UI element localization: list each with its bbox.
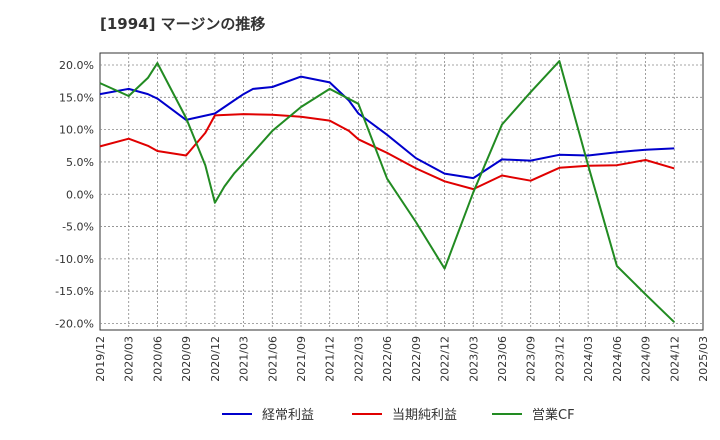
x-tick-label: 2020/12 [209,336,222,382]
x-tick-label: 2023/12 [553,336,566,382]
legend-label: 経常利益 [262,408,314,423]
x-tick-label: 2020/09 [180,336,193,382]
x-tick-label: 2024/12 [668,336,681,382]
y-tick-label: -15.0% [55,285,94,298]
series-layer [99,60,675,323]
chart-title: [1994] マージンの推移 [100,15,266,33]
y-tick-label: 5.0% [66,156,94,169]
x-tick-label: 2021/09 [295,336,308,382]
y-tick-label: 10.0% [59,124,94,137]
x-tick-label: 2024/06 [611,336,624,382]
x-tick-label: 2020/06 [151,336,164,382]
legend-label: 当期純利益 [392,408,457,423]
y-tick-label: 15.0% [59,91,94,104]
x-tick-label: 2025/03 [697,336,710,382]
y-tick-label: 0.0% [66,188,94,201]
x-tick-label: 2023/06 [496,336,509,382]
x-tick-label: 2023/03 [467,336,480,382]
legend: 経常利益 当期純利益 営業CF [222,407,575,423]
x-tick-label: 2021/03 [238,336,251,382]
series-line-2 [99,113,675,191]
grid-layer [99,52,704,331]
x-tick-label: 2021/12 [324,336,337,382]
x-tick-label: 2024/09 [640,336,653,382]
x-tick-label: 2019/12 [94,336,107,382]
x-tick-label: 2022/06 [381,336,394,382]
y-tick-label: 20.0% [59,59,94,72]
y-tick-label: -10.0% [55,253,94,266]
y-tick-label: -5.0% [62,221,94,234]
x-tick-label: 2022/03 [352,336,365,382]
x-tick-label: 2023/09 [525,336,538,382]
x-tick-label: 2021/06 [266,336,279,382]
x-tick-label: 2024/03 [582,336,595,382]
legend-label: 営業CF [532,407,575,423]
x-tick-label: 2022/12 [439,336,452,382]
axis-layer: 2019/12 2020/03 2020/06 2020/09 2020/12 2021/… [55,59,710,382]
x-tick-label: 2022/09 [410,336,423,382]
y-tick-label: -20.0% [55,318,94,331]
x-tick-label: 2020/03 [123,336,136,382]
plot-area [99,52,704,331]
